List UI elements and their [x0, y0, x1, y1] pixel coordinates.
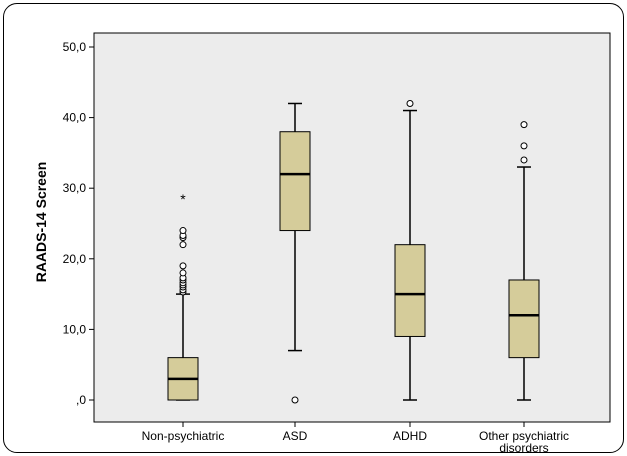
box-group: [508, 121, 540, 401]
outlier-point: [406, 99, 414, 107]
y-tick-label: 40,0: [63, 111, 87, 125]
box-iqr: [394, 244, 426, 337]
outlier-point: [179, 269, 187, 277]
box-iqr: [279, 131, 311, 232]
x-tick-label-line: ADHD: [393, 429, 427, 443]
x-tick-label: Other psychiatric disorders: [479, 429, 569, 455]
y-tick-label: ,0: [76, 393, 86, 407]
outlier-point: [179, 262, 187, 270]
boxes-layer: *: [167, 99, 540, 404]
y-tick-label: 50,0: [63, 40, 87, 54]
outlier-point: [179, 227, 187, 235]
y-axis: ,0 10,0 20,0 30,0 40,0 50,0: [63, 40, 94, 407]
x-tick-label-line: Other psychiatric: [479, 429, 569, 443]
x-tick-label-line: ASD: [283, 429, 308, 443]
x-tick-label-line: disorders: [499, 441, 548, 455]
y-tick-label: 10,0: [63, 322, 87, 336]
x-tick-label-line: Non-psychiatric: [142, 429, 225, 443]
x-tick-label: ADHD: [393, 429, 427, 443]
y-tick-label: 20,0: [63, 252, 87, 266]
outlier-point: [179, 241, 187, 249]
outlier-point: [520, 121, 528, 129]
y-tick-label: 30,0: [63, 181, 87, 195]
x-tick-label: ASD: [283, 429, 308, 443]
box-group: *: [167, 191, 199, 401]
box-iqr: [508, 279, 540, 359]
outlier-point: [520, 142, 528, 150]
outlier-point: [520, 156, 528, 164]
x-axis-labels: Non-psychiatric ASD ADHD Other psychiatric d…: [142, 422, 569, 455]
box-group: [279, 102, 311, 404]
outlier-point: [291, 396, 299, 404]
x-tick-label: Non-psychiatric: [142, 429, 225, 443]
extreme-point: *: [180, 191, 186, 207]
y-axis-label: RAADS-14 Screen: [33, 162, 49, 283]
box-group: [394, 99, 426, 401]
